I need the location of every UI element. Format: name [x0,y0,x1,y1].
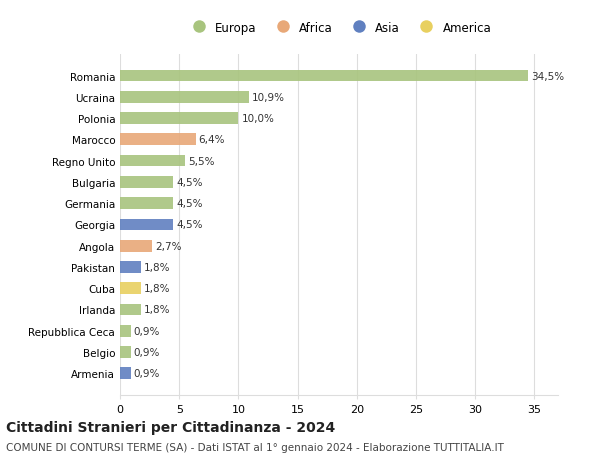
Bar [120,262,142,273]
Text: 1,8%: 1,8% [144,263,171,272]
Text: Cittadini Stranieri per Cittadinanza - 2024: Cittadini Stranieri per Cittadinanza - 2… [6,420,335,434]
Legend: Europa, Africa, Asia, America: Europa, Africa, Asia, America [182,17,496,39]
Text: 0,9%: 0,9% [134,347,160,357]
Bar [120,347,131,358]
Text: 10,9%: 10,9% [252,93,285,102]
Bar [120,219,173,231]
Bar [120,156,185,167]
Text: 6,4%: 6,4% [199,135,225,145]
Text: 2,7%: 2,7% [155,241,181,251]
Bar [120,283,142,294]
Bar [120,134,196,146]
Text: 34,5%: 34,5% [532,71,565,81]
Text: COMUNE DI CONTURSI TERME (SA) - Dati ISTAT al 1° gennaio 2024 - Elaborazione TUT: COMUNE DI CONTURSI TERME (SA) - Dati IST… [6,442,504,452]
Text: 0,9%: 0,9% [134,326,160,336]
Bar [120,325,131,337]
Text: 10,0%: 10,0% [241,114,274,124]
Bar [120,368,131,379]
Bar [120,71,529,82]
Text: 5,5%: 5,5% [188,156,215,166]
Bar [120,304,142,316]
Bar [120,198,173,209]
Text: 1,8%: 1,8% [144,305,171,315]
Text: 0,9%: 0,9% [134,369,160,379]
Bar [120,92,249,103]
Text: 4,5%: 4,5% [176,199,203,209]
Text: 1,8%: 1,8% [144,284,171,294]
Bar [120,177,173,188]
Bar [120,241,152,252]
Bar [120,113,238,125]
Text: 4,5%: 4,5% [176,178,203,187]
Text: 4,5%: 4,5% [176,220,203,230]
